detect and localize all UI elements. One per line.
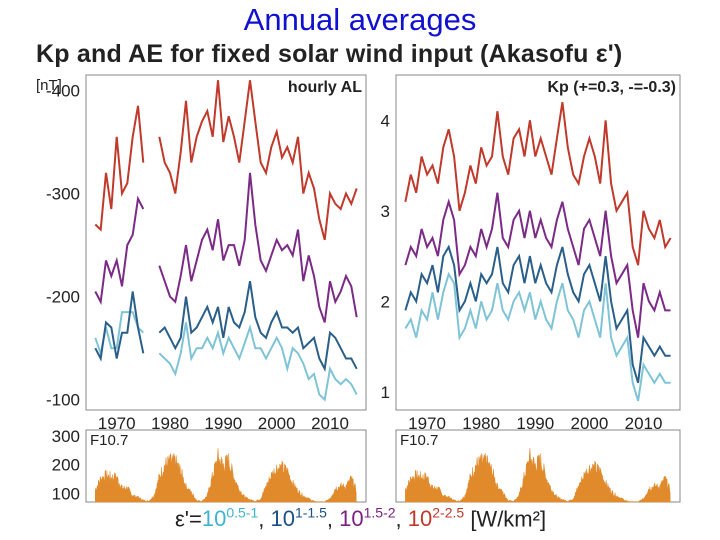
kp-xtick-label: 2010 bbox=[625, 414, 663, 433]
slide-title: Annual averages bbox=[243, 2, 477, 37]
kp-xtick-label: 1990 bbox=[516, 414, 554, 433]
al-series-line-2 bbox=[94, 291, 145, 362]
legend-entry-4: 102-2.5 bbox=[407, 505, 465, 532]
kp-series-line-2 bbox=[404, 244, 671, 384]
kp-ytick-label: 3 bbox=[381, 202, 390, 221]
kp-xtick-label: 1970 bbox=[408, 414, 446, 433]
legend-entry-1: 100.5-1 bbox=[201, 505, 259, 532]
kp-series-line-1 bbox=[404, 271, 671, 402]
kp-series-line-3 bbox=[404, 192, 671, 338]
figure-heading: Kp and AE for fixed solar wind input (Ak… bbox=[36, 40, 623, 68]
al-xtick-label: 1990 bbox=[204, 414, 242, 433]
kp-series-line-4 bbox=[404, 102, 672, 266]
ylabel-left: [nT] bbox=[36, 77, 62, 94]
kp-ytick-label: 1 bbox=[381, 383, 390, 402]
al-ytick-label: -100 bbox=[46, 391, 80, 410]
legend-prefix: ε'= bbox=[175, 506, 202, 532]
al-ytick-label: -300 bbox=[46, 185, 80, 204]
f107-left-ytick-label: 200 bbox=[52, 456, 80, 475]
al-series-line-2 bbox=[158, 281, 358, 372]
panel-frame-left bbox=[85, 74, 367, 411]
kp-ytick-label: 2 bbox=[381, 292, 390, 311]
f107-left-area bbox=[95, 448, 357, 503]
panel-frame-right bbox=[395, 74, 681, 411]
f107-right-area bbox=[405, 448, 671, 503]
panel-title-right: Kp (+=0.3, -=-0.3) bbox=[548, 79, 677, 96]
al-xtick-label: 1980 bbox=[151, 414, 189, 433]
f107-left-ytick-label: 300 bbox=[52, 427, 80, 446]
legend-entry-2: 101-1.5 bbox=[270, 505, 327, 532]
legend-unit: [W/km²] bbox=[470, 506, 547, 532]
al-series-line-1 bbox=[158, 322, 358, 402]
al-series-line-3 bbox=[94, 195, 145, 306]
kp-xtick-label: 2000 bbox=[570, 414, 608, 433]
al-series-line-3 bbox=[158, 172, 358, 323]
kp-ytick-label: 4 bbox=[381, 111, 390, 130]
f107-label-right: F10.7 bbox=[400, 432, 438, 449]
al-ytick-label: -400 bbox=[46, 81, 80, 100]
panel-title-left: hourly AL bbox=[288, 79, 362, 96]
kp-xtick-label: 1980 bbox=[462, 414, 500, 433]
al-series-line-4 bbox=[158, 80, 358, 241]
legend: ε'=100.5-1, 101-1.5, 101.5-2, 102-2.5 [W… bbox=[175, 505, 547, 532]
f107-left-ytick-label: 100 bbox=[52, 484, 80, 503]
al-ytick-label: -200 bbox=[46, 288, 80, 307]
f107-label-left: F10.7 bbox=[90, 432, 128, 449]
al-series-line-4 bbox=[94, 105, 145, 232]
al-xtick-label: 1970 bbox=[98, 414, 136, 433]
al-xtick-label: 2010 bbox=[311, 414, 349, 433]
al-xtick-label: 2000 bbox=[258, 414, 296, 433]
chart-marks: -400 -300 -200 -100 1970 1980 1990 2000 2010 4 3 2 1… bbox=[46, 80, 672, 503]
legend-entry-3: 101.5-2 bbox=[339, 505, 396, 532]
